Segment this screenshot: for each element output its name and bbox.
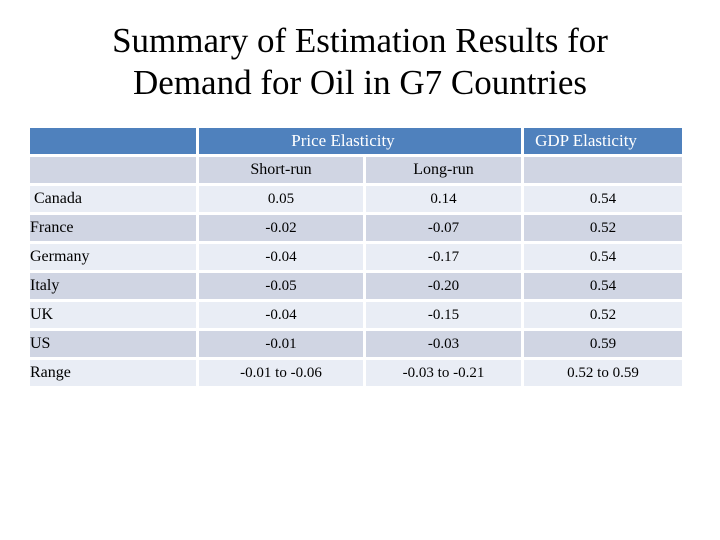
country-cell: France [30, 215, 196, 241]
table-row: Canada 0.05 0.14 0.54 [30, 186, 682, 212]
gdp-cell: 0.52 [524, 215, 682, 241]
gdp-cell: 0.54 [524, 186, 682, 212]
table-subheader-row: Short-run Long-run [30, 157, 682, 183]
table-row: Range -0.01 to -0.06 -0.03 to -0.21 0.52… [30, 360, 682, 386]
table-row: Italy -0.05 -0.20 0.54 [30, 273, 682, 299]
gdp-cell: 0.54 [524, 244, 682, 270]
short-run-cell: 0.05 [199, 186, 363, 212]
short-run-cell: -0.02 [199, 215, 363, 241]
table-header-row: Price Elasticity GDP Elasticity [30, 128, 682, 154]
gdp-cell: 0.59 [524, 331, 682, 357]
long-run-cell: -0.03 to -0.21 [366, 360, 521, 386]
long-run-cell: -0.17 [366, 244, 521, 270]
country-cell: Italy [30, 273, 196, 299]
short-run-cell: -0.01 to -0.06 [199, 360, 363, 386]
title-line-1: Summary of Estimation Results for [112, 21, 608, 60]
long-run-cell: 0.14 [366, 186, 521, 212]
subheader-empty-cell [30, 157, 196, 183]
gdp-cell: 0.54 [524, 273, 682, 299]
short-run-cell: -0.05 [199, 273, 363, 299]
table-row: Germany -0.04 -0.17 0.54 [30, 244, 682, 270]
subheader-long-run: Long-run [366, 157, 521, 183]
header-empty-cell [30, 128, 196, 154]
subheader-empty-cell [524, 157, 682, 183]
long-run-cell: -0.15 [366, 302, 521, 328]
table-row: France -0.02 -0.07 0.52 [30, 215, 682, 241]
gdp-cell: 0.52 [524, 302, 682, 328]
country-cell: Range [30, 360, 196, 386]
long-run-cell: -0.20 [366, 273, 521, 299]
slide-title: Summary of Estimation Results for Demand… [0, 20, 720, 104]
subheader-short-run: Short-run [199, 157, 363, 183]
long-run-cell: -0.03 [366, 331, 521, 357]
country-cell: Canada [30, 186, 196, 212]
country-cell: US [30, 331, 196, 357]
title-line-2: Demand for Oil in G7 Countries [133, 63, 587, 102]
gdp-cell: 0.52 to 0.59 [524, 360, 682, 386]
long-run-cell: -0.07 [366, 215, 521, 241]
short-run-cell: -0.04 [199, 302, 363, 328]
header-price-elasticity: Price Elasticity [199, 128, 521, 154]
short-run-cell: -0.04 [199, 244, 363, 270]
short-run-cell: -0.01 [199, 331, 363, 357]
header-gdp-elasticity: GDP Elasticity [524, 128, 682, 154]
table-row: UK -0.04 -0.15 0.52 [30, 302, 682, 328]
elasticity-table: Price Elasticity GDP Elasticity Short-ru… [27, 125, 685, 389]
country-cell: UK [30, 302, 196, 328]
table-row: US -0.01 -0.03 0.59 [30, 331, 682, 357]
country-cell: Germany [30, 244, 196, 270]
